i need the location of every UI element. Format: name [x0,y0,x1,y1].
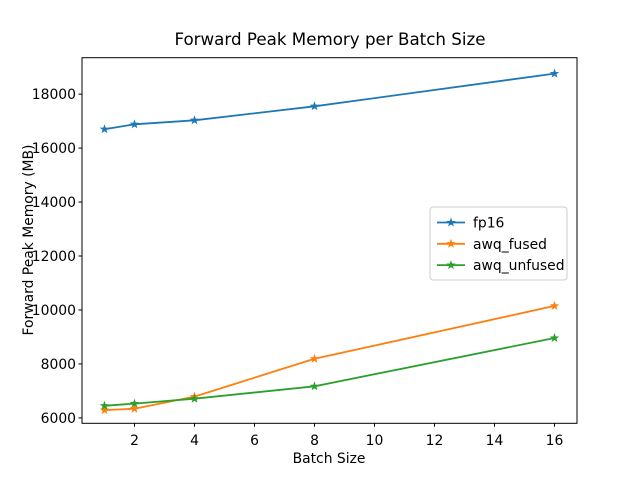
x-tick-label: 16 [546,433,564,449]
series-line-fp16 [103,72,556,131]
data-point-marker-awq_fused [129,403,140,413]
y-tick-label: 12000 [32,249,76,265]
x-tick-label: 10 [366,433,384,449]
data-point-marker-fp16 [129,119,140,129]
y-tick-label: 8000 [41,357,76,373]
data-point-marker-awq_fused [99,405,110,415]
data-point-marker-awq_unfused [549,333,560,343]
legend-marker-icon-fp16 [446,217,456,227]
x-tick-label: 6 [250,433,259,449]
legend-marker-icon-awq_fused [446,238,456,248]
data-point-marker-awq_unfused [189,393,200,403]
y-axis-label: Forward Peak Memory (MB) [21,145,37,336]
data-point-marker-fp16 [99,124,110,134]
x-tick-label: 14 [486,433,504,449]
legend-label-fp16: fp16 [473,216,504,232]
data-point-marker-awq_unfused [129,398,140,408]
y-tick-label: 10000 [32,303,76,319]
plot-area: 2 4 6 8 10 12 14 16 6000 8000 10000 12000 14000 16000… [32,57,578,449]
data-point-marker-awq_unfused [309,381,320,391]
data-point-marker-awq_fused [309,353,320,363]
series-line-awq_fused [103,304,556,412]
y-tick-label: 18000 [32,87,76,103]
legend-frame [429,206,568,281]
series-line-awq_unfused [103,337,556,407]
y-tick-label: 14000 [32,195,76,211]
y-tick-label: 16000 [32,141,76,157]
x-tick-label: 12 [426,433,444,449]
y-tick-label: 6000 [41,411,76,427]
x-tick-label: 2 [130,433,139,449]
x-axis-label: Batch Size [293,451,366,467]
data-point-marker-awq_fused [549,300,560,310]
x-tick-label: 4 [190,433,199,449]
data-point-marker-fp16 [309,101,320,111]
legend-marker-icon-awq_unfused [446,260,456,270]
data-point-marker-fp16 [189,115,200,125]
legend-label-awq_fused: awq_fused [473,237,547,253]
chart-title: Forward Peak Memory per Batch Size [174,29,485,49]
data-point-marker-fp16 [549,68,560,78]
legend: fp16 awq_fused awq_unfused [429,206,568,281]
data-point-marker-awq_unfused [99,400,110,410]
x-tick-label: 8 [310,433,319,449]
legend-label-awq_unfused: awq_unfused [473,258,565,274]
plot-border [81,57,578,424]
